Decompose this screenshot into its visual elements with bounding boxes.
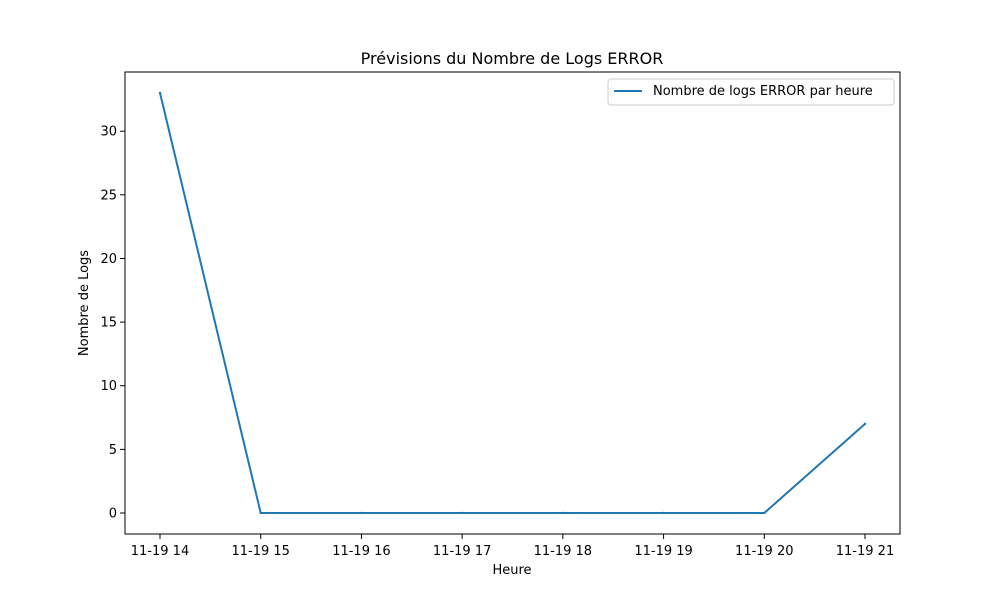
y-tick-label: 15	[100, 316, 117, 331]
x-tick-label: 11-19 17	[433, 544, 491, 559]
legend-label: Nombre de logs ERROR par heure	[653, 84, 873, 99]
y-tick-label: 5	[109, 443, 117, 458]
data-point	[763, 511, 766, 515]
data-point	[863, 422, 867, 426]
data-point	[561, 511, 565, 515]
plot-area	[125, 72, 900, 534]
series-line	[158, 91, 867, 514]
x-tick-label: 11-19 20	[735, 544, 793, 559]
chart-title: Prévisions du Nombre de Logs ERROR	[361, 49, 664, 68]
plot-background	[125, 72, 900, 534]
data-point	[259, 511, 262, 515]
y-tick-label: 30	[100, 125, 117, 140]
x-tick-label: 11-19 19	[634, 544, 692, 559]
legend-box	[607, 78, 895, 106]
x-tick-label: 11-19 18	[534, 544, 592, 559]
y-tick-label: 0	[109, 507, 117, 522]
y-tick-label: 20	[100, 252, 117, 267]
data-point	[662, 511, 665, 515]
plot-frame	[124, 71, 901, 535]
legend: Nombre de logs ERROR par heure	[607, 78, 895, 106]
x-axis-label: Heure	[492, 563, 531, 578]
data-point	[460, 511, 464, 515]
x-tick-label: 11-19 14	[131, 544, 189, 559]
x-tick-label: 11-19 16	[332, 544, 390, 559]
y-axis: 0 5 10 15 20 25 30	[100, 125, 125, 522]
x-tick-label: 11-19 15	[231, 544, 289, 559]
y-axis-label: Nombre de Logs	[77, 250, 92, 356]
y-tick-label: 10	[100, 379, 117, 394]
series-layer	[158, 91, 867, 515]
y-tick-label: 25	[100, 188, 117, 203]
data-point	[158, 91, 162, 95]
x-axis: 11-19 14 11-19 15 11-19 16 11-19 17 11-19 18…	[131, 534, 894, 559]
data-point	[360, 511, 363, 515]
x-tick-label: 11-19 21	[836, 544, 894, 559]
